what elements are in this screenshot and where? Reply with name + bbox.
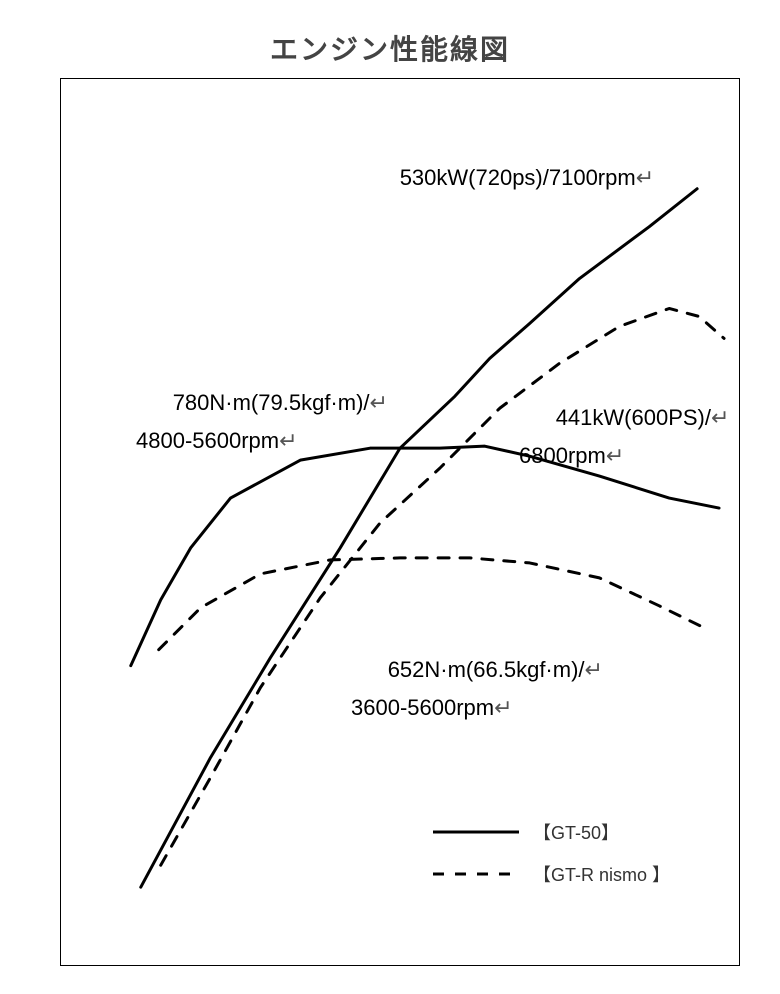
annotation-text: 441kW(600PS)/ xyxy=(556,405,711,430)
return-symbol-icon: ↵ xyxy=(279,428,297,453)
plot-area: 530kW(720ps)/7100rpm↵ 780N·m(79.5kgf·m)/… xyxy=(60,78,740,966)
legend: 【GT-50】【GT-R nismo 】 xyxy=(431,819,670,903)
return-symbol-icon: ↵ xyxy=(494,695,512,720)
series-gt50_power xyxy=(141,189,697,887)
annotation-gtr-torque: 652N·m(66.5kgf·m)/↵ 3600-5600rpm↵ xyxy=(351,614,603,764)
annotation-text: 4800-5600rpm xyxy=(136,428,279,453)
annotation-text: 530kW(720ps)/7100rpm xyxy=(400,165,636,190)
return-symbol-icon: ↵ xyxy=(606,443,624,468)
annotation-text: 6800rpm xyxy=(519,443,606,468)
return-symbol-icon: ↵ xyxy=(636,165,654,190)
chart-title: エンジン性能線図 xyxy=(0,28,780,68)
annotation-text: 652N·m(66.5kgf·m)/ xyxy=(388,657,585,682)
return-symbol-icon: ↵ xyxy=(711,405,729,430)
annotation-text: 780N·m(79.5kgf·m)/ xyxy=(173,390,370,415)
legend-label: 【GT-R nismo 】 xyxy=(533,861,670,887)
legend-sample-icon xyxy=(431,862,521,886)
return-symbol-icon: ↵ xyxy=(370,390,388,415)
return-symbol-icon: ↵ xyxy=(585,657,603,682)
annotation-text: 3600-5600rpm xyxy=(351,695,494,720)
annotation-gtr-power: 441kW(600PS)/↵ 6800rpm↵ xyxy=(519,362,729,512)
legend-row: 【GT-50】 xyxy=(431,819,670,845)
annotation-gt50-torque: 780N·m(79.5kgf·m)/↵ 4800-5600rpm↵ xyxy=(136,347,388,497)
legend-row: 【GT-R nismo 】 xyxy=(431,861,670,887)
annotation-gt50-power: 530kW(720ps)/7100rpm↵ xyxy=(363,122,654,234)
legend-sample-icon xyxy=(431,820,521,844)
chart-container: エンジン性能線図 530kW(720ps)/7100rpm↵ 780N·m(79… xyxy=(0,0,780,994)
legend-label: 【GT-50】 xyxy=(533,819,619,845)
